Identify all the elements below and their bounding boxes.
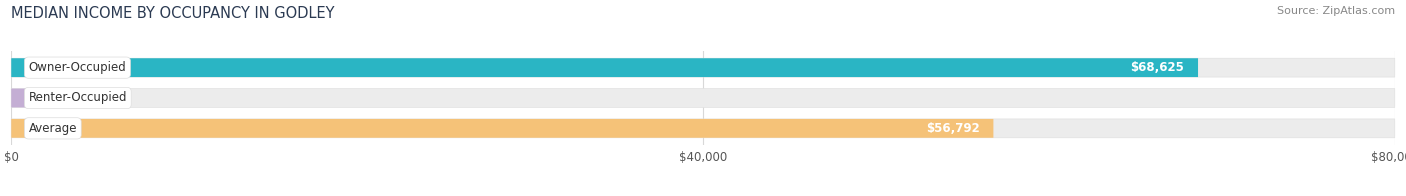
Text: $0: $0 [84,92,98,104]
Text: Owner-Occupied: Owner-Occupied [28,61,127,74]
Text: $56,792: $56,792 [925,122,980,135]
FancyBboxPatch shape [11,58,1198,77]
FancyBboxPatch shape [11,119,994,138]
Text: $68,625: $68,625 [1130,61,1184,74]
Text: Average: Average [28,122,77,135]
Text: Renter-Occupied: Renter-Occupied [28,92,127,104]
FancyBboxPatch shape [11,89,63,107]
Text: MEDIAN INCOME BY OCCUPANCY IN GODLEY: MEDIAN INCOME BY OCCUPANCY IN GODLEY [11,6,335,21]
FancyBboxPatch shape [11,89,1395,107]
FancyBboxPatch shape [11,119,1395,138]
Text: Source: ZipAtlas.com: Source: ZipAtlas.com [1277,6,1395,16]
FancyBboxPatch shape [11,58,1395,77]
